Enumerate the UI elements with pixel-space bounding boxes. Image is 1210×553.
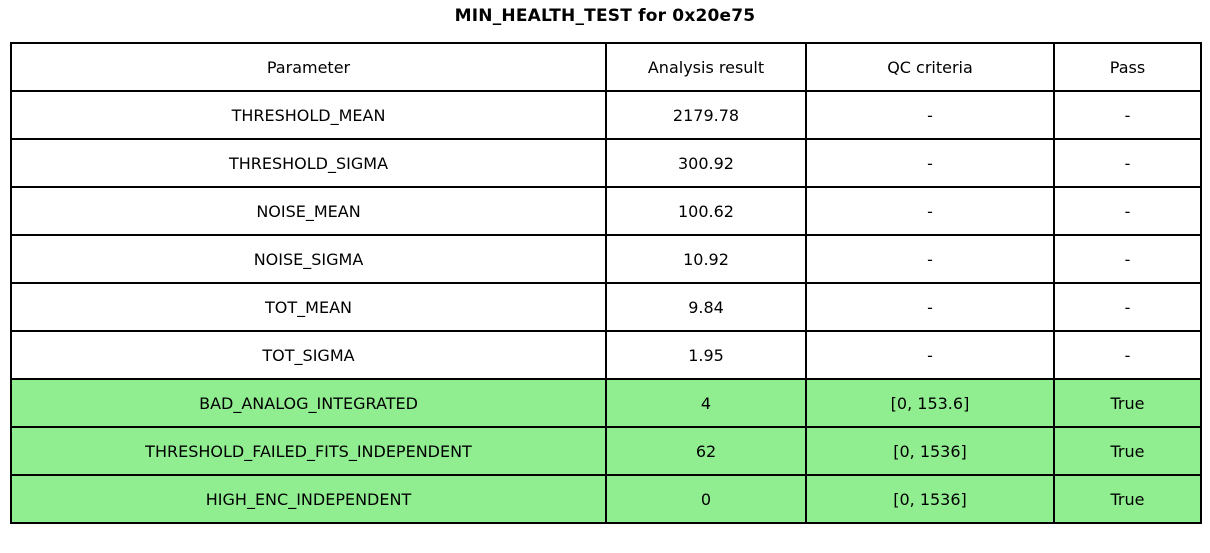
cell-pass: True <box>1053 378 1202 428</box>
cell-parameter: NOISE_MEAN <box>10 186 607 236</box>
figure-title: MIN_HEALTH_TEST for 0x20e75 <box>454 6 756 26</box>
table-row-pass: HIGH_ENC_INDEPENDENT 0 [0, 1536] True <box>10 474 1202 524</box>
cell-pass: - <box>1053 330 1202 380</box>
cell-analysis-result: 4 <box>605 378 807 428</box>
cell-parameter: NOISE_SIGMA <box>10 234 607 284</box>
cell-pass: - <box>1053 234 1202 284</box>
table-row-pass: BAD_ANALOG_INTEGRATED 4 [0, 153.6] True <box>10 378 1202 428</box>
cell-pass: - <box>1053 282 1202 332</box>
cell-pass: - <box>1053 90 1202 140</box>
cell-pass: True <box>1053 474 1202 524</box>
cell-analysis-result: 9.84 <box>605 282 807 332</box>
table-header-row: Parameter Analysis result QC criteria Pa… <box>10 42 1202 92</box>
column-header-parameter: Parameter <box>10 42 607 92</box>
cell-parameter: TOT_MEAN <box>10 282 607 332</box>
table-row-pass: THRESHOLD_FAILED_FITS_INDEPENDENT 62 [0,… <box>10 426 1202 476</box>
qc-results-table: Parameter Analysis result QC criteria Pa… <box>10 42 1202 524</box>
cell-parameter: HIGH_ENC_INDEPENDENT <box>10 474 607 524</box>
table-row: THRESHOLD_SIGMA 300.92 - - <box>10 138 1202 188</box>
cell-qc-criteria: - <box>805 186 1055 236</box>
cell-analysis-result: 1.95 <box>605 330 807 380</box>
cell-analysis-result: 0 <box>605 474 807 524</box>
cell-qc-criteria: - <box>805 138 1055 188</box>
table-row: NOISE_SIGMA 10.92 - - <box>10 234 1202 284</box>
cell-pass: - <box>1053 186 1202 236</box>
column-header-qc-criteria: QC criteria <box>805 42 1055 92</box>
column-header-pass: Pass <box>1053 42 1202 92</box>
cell-qc-criteria: - <box>805 330 1055 380</box>
cell-analysis-result: 300.92 <box>605 138 807 188</box>
cell-qc-criteria: - <box>805 282 1055 332</box>
cell-parameter: THRESHOLD_MEAN <box>10 90 607 140</box>
cell-analysis-result: 10.92 <box>605 234 807 284</box>
cell-pass: True <box>1053 426 1202 476</box>
cell-qc-criteria: [0, 153.6] <box>805 378 1055 428</box>
table-row: TOT_SIGMA 1.95 - - <box>10 330 1202 380</box>
cell-parameter: THRESHOLD_FAILED_FITS_INDEPENDENT <box>10 426 607 476</box>
cell-qc-criteria: [0, 1536] <box>805 426 1055 476</box>
table-row: TOT_MEAN 9.84 - - <box>10 282 1202 332</box>
cell-analysis-result: 62 <box>605 426 807 476</box>
cell-pass: - <box>1053 138 1202 188</box>
cell-qc-criteria: - <box>805 234 1055 284</box>
column-header-analysis-result: Analysis result <box>605 42 807 92</box>
table-row: THRESHOLD_MEAN 2179.78 - - <box>10 90 1202 140</box>
cell-analysis-result: 100.62 <box>605 186 807 236</box>
cell-qc-criteria: [0, 1536] <box>805 474 1055 524</box>
cell-qc-criteria: - <box>805 90 1055 140</box>
table-row: NOISE_MEAN 100.62 - - <box>10 186 1202 236</box>
cell-analysis-result: 2179.78 <box>605 90 807 140</box>
cell-parameter: THRESHOLD_SIGMA <box>10 138 607 188</box>
cell-parameter: TOT_SIGMA <box>10 330 607 380</box>
cell-parameter: BAD_ANALOG_INTEGRATED <box>10 378 607 428</box>
